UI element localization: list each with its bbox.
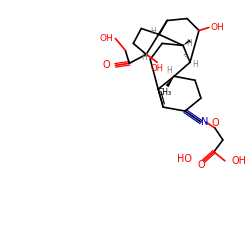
Text: HO: HO (177, 154, 192, 164)
Text: H: H (150, 27, 156, 36)
Text: H: H (192, 60, 198, 69)
Polygon shape (166, 76, 174, 87)
Text: O: O (211, 118, 219, 128)
Text: H: H (166, 66, 172, 75)
Text: H: H (186, 39, 192, 48)
Text: CH₃: CH₃ (158, 88, 172, 97)
Text: OH: OH (232, 156, 247, 166)
Text: H: H (142, 53, 147, 62)
Text: N: N (201, 117, 209, 127)
Text: O: O (103, 60, 110, 70)
Text: OH: OH (151, 64, 164, 73)
Polygon shape (183, 39, 191, 46)
Text: O: O (197, 160, 205, 170)
Text: OH: OH (211, 23, 225, 32)
Text: OH: OH (100, 34, 114, 43)
